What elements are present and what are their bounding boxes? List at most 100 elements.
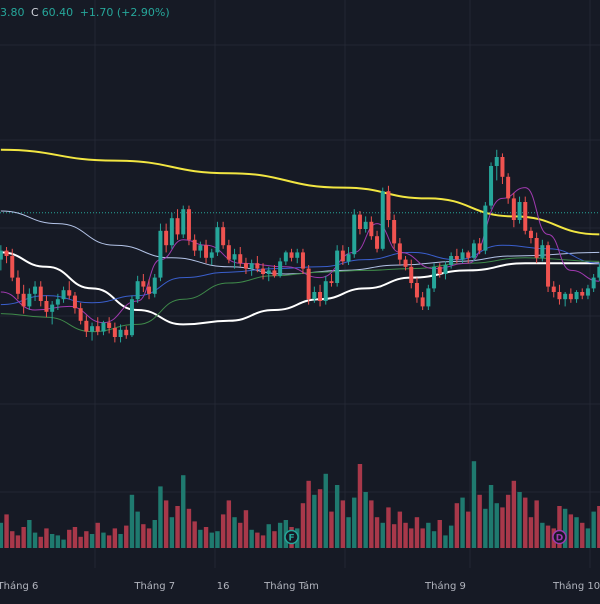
candle	[61, 286, 66, 303]
candle	[528, 227, 533, 244]
candle	[204, 239, 209, 264]
candle	[33, 281, 38, 301]
volume-bar	[266, 524, 271, 548]
candle	[568, 288, 573, 303]
volume-bar	[420, 528, 425, 548]
volume-bar	[488, 485, 494, 548]
candle	[55, 293, 60, 310]
volume-bar	[220, 514, 226, 548]
candle	[460, 248, 465, 264]
volume-bar	[334, 485, 340, 548]
volume-bar	[141, 524, 146, 548]
volume-bar	[597, 506, 600, 548]
volume-bar	[500, 507, 505, 548]
candle	[312, 286, 317, 303]
candle	[357, 211, 362, 235]
candle	[546, 241, 551, 292]
volume-bar	[312, 494, 317, 548]
candle	[129, 295, 134, 337]
volume-bar	[528, 517, 534, 548]
volume-bar	[135, 511, 140, 548]
moving-average-line	[0, 251, 600, 326]
candle	[585, 284, 590, 300]
event-marker-f: F	[284, 529, 299, 545]
candle	[483, 202, 488, 255]
volume-bar	[118, 534, 123, 548]
moving-average-line	[0, 244, 600, 306]
volume-bar	[545, 525, 551, 548]
candle	[557, 284, 562, 305]
close-label: C	[31, 6, 39, 19]
volume-bar	[72, 527, 78, 548]
candle	[523, 196, 528, 235]
volume-bar	[454, 503, 460, 548]
candle	[437, 263, 442, 278]
volume-bar	[209, 532, 214, 548]
candle	[15, 270, 20, 300]
volume-bar	[215, 531, 220, 548]
candle	[90, 322, 95, 341]
volume-bar	[226, 500, 232, 548]
volume-bar	[203, 527, 209, 548]
volume-bar	[61, 539, 66, 548]
candle	[340, 245, 345, 265]
candle	[272, 265, 277, 278]
volume-bar	[55, 535, 61, 548]
candle	[124, 326, 129, 339]
candle	[449, 252, 454, 269]
candle	[306, 265, 311, 305]
candle	[261, 263, 266, 280]
volume-bar	[38, 536, 43, 548]
volume-bar	[517, 492, 522, 548]
volume-bar	[426, 522, 431, 548]
x-axis-labels: Tháng 6 Tháng 7 16 Tháng Tám Tháng 9 Tháng 10	[0, 580, 600, 592]
volume-bar	[67, 529, 72, 548]
candle	[369, 216, 374, 240]
candle	[392, 214, 397, 249]
candle	[78, 302, 83, 325]
volume-bar	[585, 528, 591, 548]
candle	[414, 277, 419, 303]
volume-bar	[10, 531, 15, 548]
candle	[255, 256, 260, 273]
volume-bar	[32, 532, 38, 548]
candle	[67, 281, 72, 300]
volume-bar	[169, 517, 175, 548]
volume-bar	[152, 520, 157, 548]
volume-bar	[557, 506, 562, 548]
candle	[403, 256, 408, 271]
volume-bar	[511, 480, 517, 548]
candle	[580, 288, 585, 300]
volume-bar	[249, 529, 254, 548]
candle	[409, 259, 414, 289]
candle	[38, 281, 43, 307]
volume-bar	[15, 535, 21, 548]
ohlc-header: 3.80 C 60.40 +1.70 (+2.90%)	[0, 6, 173, 26]
candle	[323, 275, 328, 305]
volume-bar	[101, 532, 106, 548]
volume-bar	[300, 503, 306, 548]
volume-bar	[562, 508, 568, 548]
volume-bar	[414, 517, 420, 548]
candle	[534, 232, 539, 264]
candle	[432, 263, 437, 292]
moving-average-line	[0, 257, 600, 333]
candle	[10, 248, 15, 282]
candle	[266, 266, 271, 282]
volume-bar	[523, 497, 528, 548]
volume-bar	[568, 514, 574, 548]
candle	[346, 247, 351, 265]
volume-bar	[346, 517, 351, 548]
candle	[0, 245, 3, 271]
volume-bar	[0, 522, 4, 548]
volume-bar	[186, 508, 192, 548]
volume-bar	[483, 508, 488, 548]
candle	[318, 284, 323, 307]
volume-bar	[323, 473, 328, 548]
volume-bar	[403, 522, 408, 548]
candle	[511, 193, 516, 228]
volume-bar	[466, 511, 471, 548]
